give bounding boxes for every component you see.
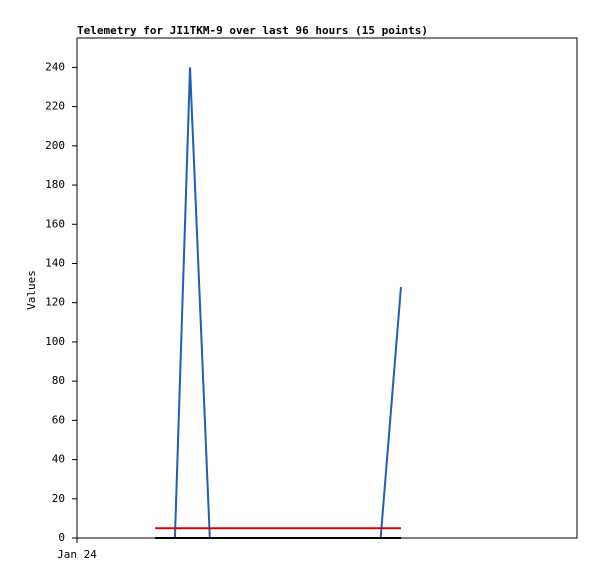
y-tick-label: 60: [52, 413, 65, 426]
y-tick-label: 180: [45, 178, 65, 191]
y-tick-label: 0: [58, 531, 65, 544]
series-line: [155, 67, 402, 539]
x-tick-label: Jan 24: [57, 548, 97, 561]
y-tick-label: 220: [45, 100, 65, 113]
y-tick-label: 200: [45, 139, 65, 152]
y-tick-label: 160: [45, 217, 65, 230]
plot-area: [76, 37, 578, 539]
y-tick-label: 80: [52, 374, 65, 387]
y-tick-label: 240: [45, 60, 65, 73]
y-tick-label: 40: [52, 453, 65, 466]
chart-title: Telemetry for JI1TKM-9 over last 96 hour…: [77, 24, 428, 37]
y-axis-label: Values: [25, 270, 38, 310]
y-tick-label: 100: [45, 335, 65, 348]
y-tick-label: 20: [52, 492, 65, 505]
y-tick-label: 140: [45, 256, 65, 269]
y-tick-label: 120: [45, 296, 65, 309]
